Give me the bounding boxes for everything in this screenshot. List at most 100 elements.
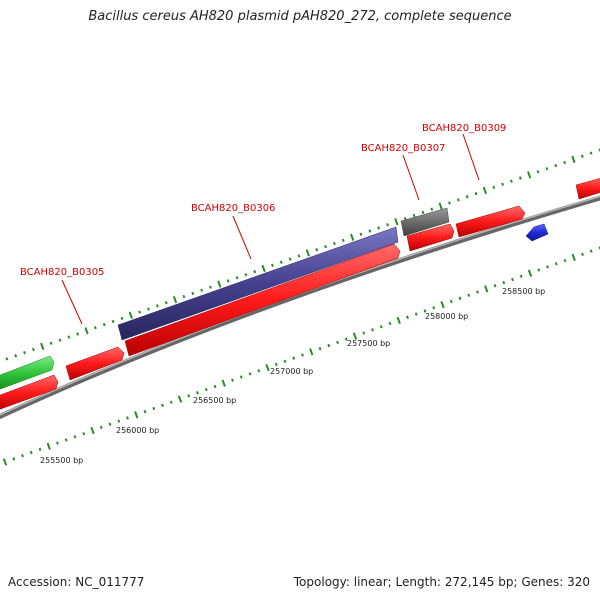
scale-tick-minor [200, 288, 204, 292]
scale-tick-major [261, 264, 266, 273]
scale-tick-minor [362, 331, 366, 335]
scale-tick-minor [359, 232, 363, 236]
map-title: Bacillus cereus AH820 plasmid pAH820_272… [88, 9, 512, 24]
gene-label[interactable]: BCAH820_B0307 [361, 143, 445, 154]
gene-feature-red[interactable] [0, 374, 59, 411]
scale-tick-major [484, 285, 489, 293]
topology-text: Topology: linear; Length: 272,145 bp; Ge… [293, 575, 590, 589]
gene-label[interactable]: BCAH820_B0305 [20, 267, 104, 278]
accession-text: Accession: NC_011777 [8, 575, 145, 589]
gene-feature-blue[interactable] [525, 223, 549, 242]
scale-tick-minor [209, 285, 212, 289]
scale-tick-minor [502, 280, 506, 285]
scale-tick-minor [519, 274, 523, 278]
scale-label: 256500 bp [193, 396, 236, 405]
scale-tick-major [440, 301, 445, 309]
gene-feature-red[interactable] [455, 205, 526, 238]
scale-tick-minor [5, 357, 9, 361]
scale-tick-minor [545, 167, 549, 171]
scale-tick-minor [430, 207, 434, 211]
scale-tick-minor [187, 394, 191, 398]
scale-label: 256000 bp [116, 426, 159, 435]
scale-tick-minor [102, 322, 106, 327]
scale-tick-minor [244, 273, 248, 277]
scale-tick-minor [143, 409, 147, 414]
scale-tick-minor [147, 307, 150, 311]
outer-scale-ticks [0, 148, 600, 366]
scale-tick-minor [537, 268, 541, 272]
scale-tick-minor [432, 306, 436, 310]
scale-tick-minor [332, 241, 336, 246]
scale-tick-minor [111, 319, 115, 324]
scale-tick-minor [589, 249, 593, 253]
scale-tick-minor [76, 332, 80, 336]
scale-tick-minor [182, 294, 186, 299]
leader-line-b0305 [61, 279, 83, 325]
scale-tick-minor [379, 325, 383, 329]
scale-tick-minor [126, 416, 129, 420]
scale-tick-minor [21, 454, 24, 458]
scale-tick-minor [536, 170, 540, 174]
scale-tick-minor [327, 343, 331, 348]
scale-tick-minor [12, 457, 16, 461]
scale-tick-major [128, 311, 133, 319]
scale-tick-major [172, 295, 178, 304]
scale-tick-minor [388, 321, 392, 326]
gene-feature-red[interactable] [406, 223, 455, 252]
scale-tick-major [396, 316, 401, 325]
scale-tick-minor [279, 260, 283, 264]
gene-feature-green[interactable] [0, 355, 55, 391]
scale-tick-minor [476, 290, 479, 294]
gene-feature-red[interactable] [124, 243, 401, 357]
sequence-backbone [0, 195, 600, 420]
scale-tick-minor [99, 425, 103, 430]
gene-label-leaders [61, 133, 480, 325]
gene-label[interactable]: BCAH820_B0306 [191, 203, 275, 214]
scale-tick-major [134, 411, 139, 419]
scale-tick-minor [155, 304, 159, 308]
scale-tick-major [350, 233, 355, 241]
gene-feature-purple[interactable] [117, 226, 399, 341]
scale-tick-minor [161, 403, 164, 408]
scale-tick-major [527, 171, 532, 179]
scale-tick-minor [283, 359, 287, 363]
scale-tick-minor [554, 163, 558, 168]
scale-tick-minor [191, 291, 195, 296]
scale-tick-minor [421, 210, 425, 215]
scale-tick-minor [406, 315, 409, 319]
scale-tick-major [482, 186, 488, 195]
scale-tick-minor [248, 372, 252, 376]
gene-feature-gray[interactable] [400, 207, 450, 237]
scale-tick-minor [501, 182, 505, 186]
scale-tick-minor [253, 269, 257, 274]
scale-tick-major [177, 395, 183, 403]
scale-tick-minor [196, 391, 199, 395]
scale-tick-minor [510, 179, 513, 183]
scale-tick-major [305, 249, 310, 257]
scale-tick-minor [518, 176, 522, 180]
inner-scale-ticks [2, 246, 600, 466]
scale-tick-minor [324, 244, 327, 249]
gene-feature-red[interactable] [575, 177, 600, 200]
gene-feature-red[interactable] [65, 346, 125, 381]
gene-features [0, 177, 600, 411]
scale-tick-minor [164, 301, 168, 305]
scale-tick-minor [465, 195, 469, 199]
scale-tick-minor [563, 258, 567, 263]
scale-label: 257000 bp [270, 367, 313, 376]
scale-label: 255500 bp [40, 456, 83, 465]
gene-label[interactable]: BCAH820_B0309 [422, 123, 506, 134]
scale-tick-major [571, 155, 576, 164]
scale-label: 258500 bp [502, 287, 545, 296]
leader-line-b0307 [402, 154, 420, 201]
scale-tick-minor [414, 312, 418, 316]
scale-tick-minor [29, 450, 33, 455]
scale-tick-minor [371, 328, 374, 332]
scale-tick-minor [301, 353, 304, 357]
scale-tick-minor [368, 229, 372, 233]
scale-tick-minor [589, 151, 593, 155]
scale-tick-minor [288, 257, 292, 261]
leader-line-b0309 [462, 133, 480, 181]
scale-tick-major [221, 379, 226, 387]
scale-tick-major [40, 342, 45, 351]
